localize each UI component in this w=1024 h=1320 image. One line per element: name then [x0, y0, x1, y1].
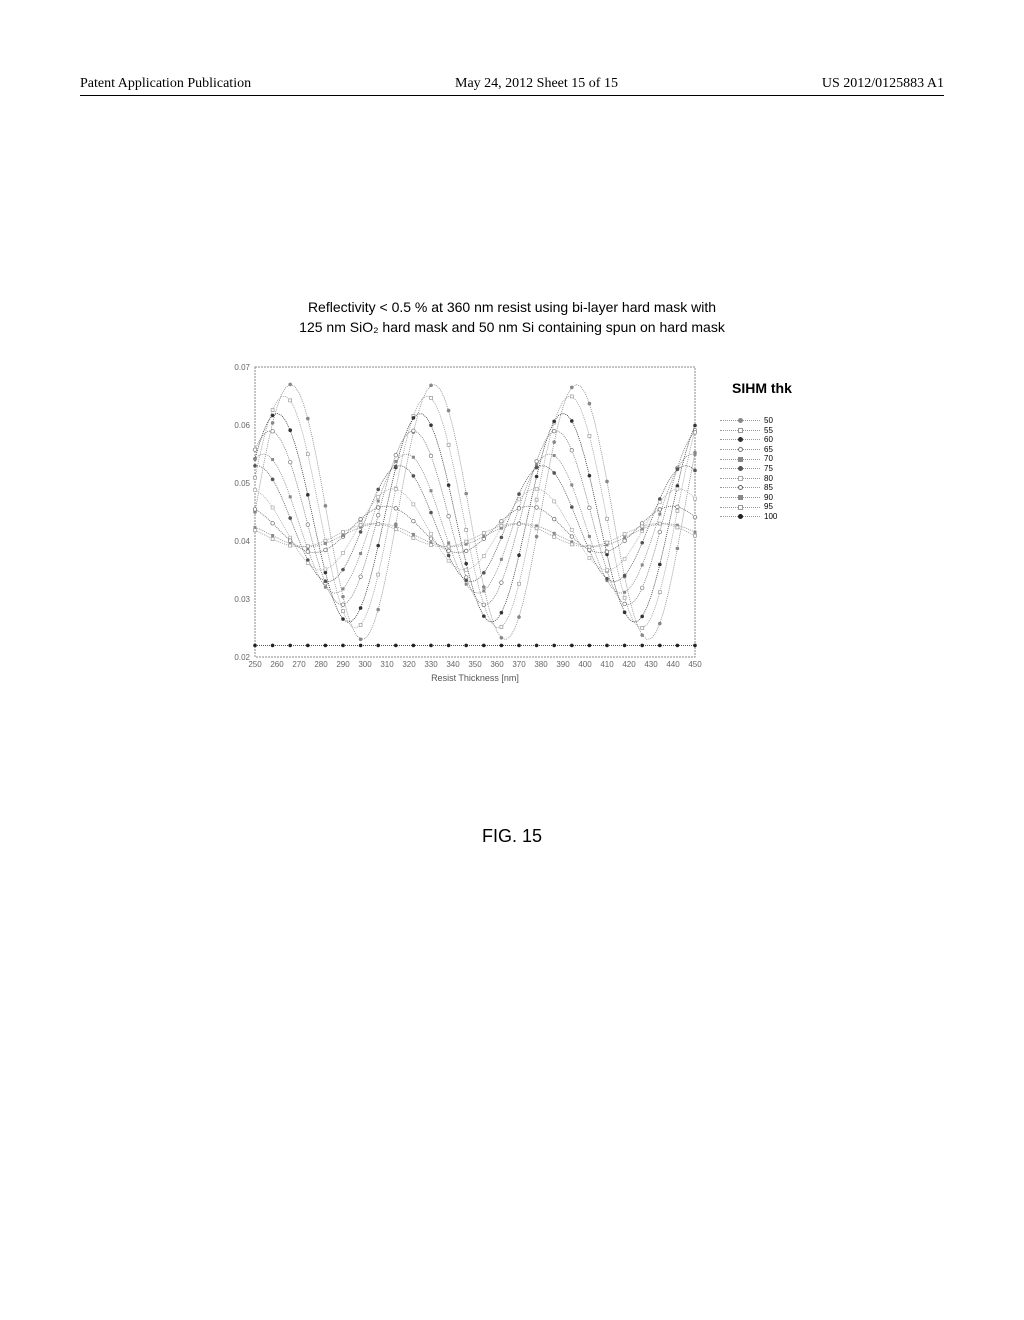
svg-text:410: 410	[600, 660, 614, 669]
svg-text:380: 380	[534, 660, 548, 669]
svg-text:0.07: 0.07	[234, 363, 250, 372]
svg-text:330: 330	[424, 660, 438, 669]
svg-text:340: 340	[446, 660, 460, 669]
legend-marker	[720, 485, 760, 490]
legend-label: 70	[764, 454, 773, 464]
legend-label: 50	[764, 416, 773, 426]
chart-legend: 50556065707580859095100	[720, 416, 777, 522]
legend-marker	[720, 447, 760, 452]
caption-line1: Reflectivity < 0.5 % at 360 nm resist us…	[0, 298, 1024, 318]
legend-item: 80	[720, 474, 777, 484]
svg-text:270: 270	[292, 660, 306, 669]
caption-line2: 125 nm SiO₂ hard mask and 50 nm Si conta…	[0, 318, 1024, 338]
header-divider	[80, 95, 944, 96]
svg-text:250: 250	[248, 660, 262, 669]
legend-label: 90	[764, 493, 773, 503]
legend-marker	[720, 466, 760, 471]
legend-marker	[720, 437, 760, 442]
header-right: US 2012/0125883 A1	[822, 76, 944, 92]
svg-text:450: 450	[688, 660, 702, 669]
legend-label: 55	[764, 426, 773, 436]
legend-marker	[720, 505, 760, 510]
legend-label: 80	[764, 474, 773, 484]
svg-text:260: 260	[270, 660, 284, 669]
svg-text:440: 440	[666, 660, 680, 669]
legend-label: 95	[764, 502, 773, 512]
legend-item: 60	[720, 435, 777, 445]
legend-item: 55	[720, 426, 777, 436]
legend-item: 85	[720, 483, 777, 493]
svg-text:Resist Thickness [nm]: Resist Thickness [nm]	[431, 673, 519, 683]
legend-label: 65	[764, 445, 773, 455]
svg-text:0.04: 0.04	[234, 537, 250, 546]
header-center: May 24, 2012 Sheet 15 of 15	[455, 76, 618, 92]
legend-item: 50	[720, 416, 777, 426]
svg-text:0.06: 0.06	[234, 421, 250, 430]
svg-text:300: 300	[358, 660, 372, 669]
legend-marker	[720, 495, 760, 500]
svg-text:400: 400	[578, 660, 592, 669]
header-left: Patent Application Publication	[80, 76, 251, 92]
svg-text:350: 350	[468, 660, 482, 669]
svg-text:370: 370	[512, 660, 526, 669]
legend-label: 100	[764, 512, 777, 522]
legend-item: 90	[720, 493, 777, 503]
svg-text:390: 390	[556, 660, 570, 669]
legend-marker	[720, 428, 760, 433]
svg-text:360: 360	[490, 660, 504, 669]
svg-text:310: 310	[380, 660, 394, 669]
legend-label: 60	[764, 435, 773, 445]
legend-title: SIHM thk	[732, 380, 792, 396]
legend-item: 95	[720, 502, 777, 512]
legend-item: 70	[720, 454, 777, 464]
svg-text:320: 320	[402, 660, 416, 669]
legend-label: 75	[764, 464, 773, 474]
svg-text:420: 420	[622, 660, 636, 669]
legend-marker	[720, 514, 760, 519]
legend-marker	[720, 476, 760, 481]
reflectivity-chart: 0.020.030.040.050.060.072502602702802903…	[215, 362, 705, 692]
svg-text:290: 290	[336, 660, 350, 669]
legend-item: 100	[720, 512, 777, 522]
legend-marker	[720, 418, 760, 423]
legend-item: 75	[720, 464, 777, 474]
legend-item: 65	[720, 445, 777, 455]
figure-number: FIG. 15	[0, 826, 1024, 847]
legend-marker	[720, 457, 760, 462]
chart-svg: 0.020.030.040.050.060.072502602702802903…	[215, 362, 705, 692]
svg-text:0.05: 0.05	[234, 479, 250, 488]
svg-text:430: 430	[644, 660, 658, 669]
figure-caption: Reflectivity < 0.5 % at 360 nm resist us…	[0, 298, 1024, 337]
svg-text:0.03: 0.03	[234, 595, 250, 604]
page-header: Patent Application Publication May 24, 2…	[0, 76, 1024, 92]
svg-text:280: 280	[314, 660, 328, 669]
legend-label: 85	[764, 483, 773, 493]
